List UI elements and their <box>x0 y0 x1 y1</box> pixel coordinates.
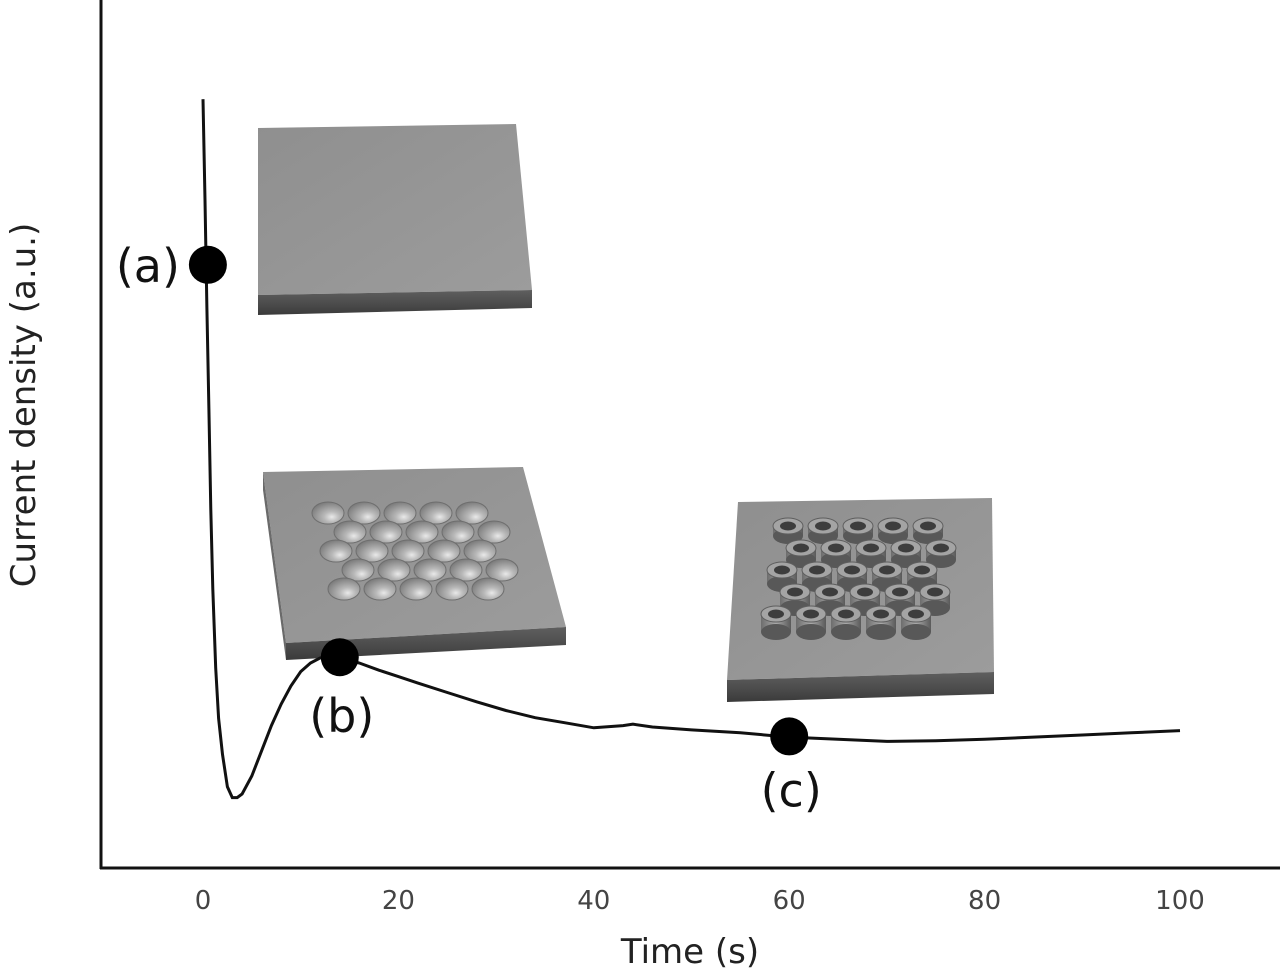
x-tick-labels: 0 20 40 60 80 100 <box>195 886 1205 916</box>
x-axis-label: Time (s) <box>620 932 759 972</box>
x-tick-label: 100 <box>1155 886 1205 916</box>
markers: (a) (b) (c) <box>116 239 822 818</box>
x-tick-label: 80 <box>968 886 1001 916</box>
marker-label: (c) <box>761 763 822 817</box>
x-tick-label: 40 <box>577 886 610 916</box>
axes <box>99 0 1280 870</box>
x-tick-label: 20 <box>382 886 415 916</box>
marker-label: (b) <box>309 689 374 743</box>
marker-label: (a) <box>116 239 180 293</box>
y-axis-label: Current density (a.u.) <box>4 223 44 588</box>
x-tick-label: 60 <box>773 886 806 916</box>
data-marker <box>188 245 227 284</box>
data-marker <box>770 717 809 756</box>
data-marker <box>320 638 359 677</box>
x-tick-label: 0 <box>195 886 212 916</box>
inset-dimpled-substrate-icon <box>263 467 566 660</box>
inset-nanotube-substrate-icon <box>727 498 994 702</box>
inset-flat-substrate-icon <box>258 124 532 315</box>
